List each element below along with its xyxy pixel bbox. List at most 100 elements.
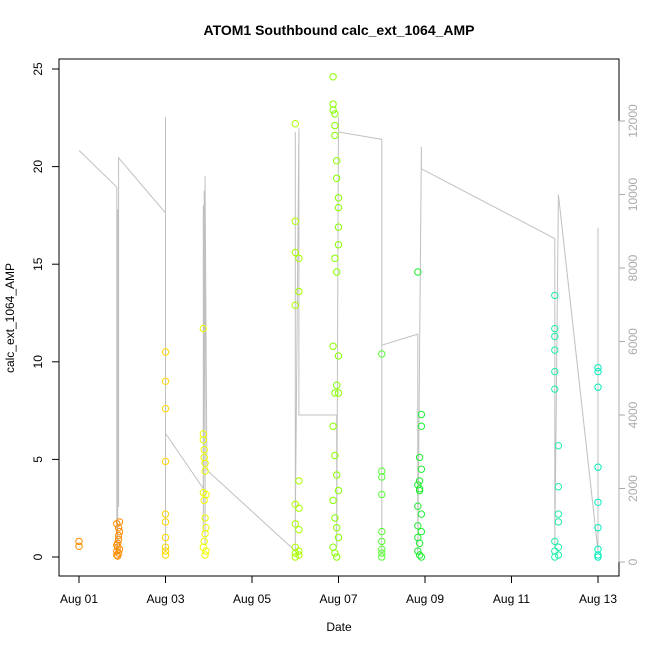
x-tick-label: Aug 11 <box>493 592 530 606</box>
data-point <box>378 490 386 499</box>
x-tick-label: Aug 01 <box>60 592 98 606</box>
data-point <box>415 539 424 547</box>
data-point <box>333 174 341 183</box>
data-point <box>295 504 303 512</box>
data-point <box>161 348 170 356</box>
y-tick-label: 15 <box>31 257 45 271</box>
data-point <box>334 352 343 360</box>
data-point <box>331 514 339 522</box>
data-point <box>331 254 339 262</box>
data-point <box>202 547 210 555</box>
data-point <box>378 553 386 561</box>
data-point <box>75 537 83 546</box>
data-point <box>594 383 602 391</box>
data-point <box>161 543 170 551</box>
data-point <box>291 549 299 557</box>
data-point <box>115 527 124 536</box>
right-y-tick-label: 10000 <box>626 177 640 211</box>
data-point <box>551 346 559 354</box>
data-point <box>594 545 602 553</box>
signal-line <box>78 117 599 555</box>
data-point <box>551 537 559 546</box>
data-point <box>551 553 559 561</box>
data-point <box>417 510 426 518</box>
data-point <box>295 526 303 534</box>
data-point <box>414 522 422 530</box>
data-point <box>114 524 123 532</box>
data-point <box>554 442 563 450</box>
data-point <box>378 549 386 557</box>
data-point <box>115 518 124 526</box>
x-tick-label: Aug 13 <box>579 592 617 606</box>
data-point <box>417 410 426 419</box>
data-point <box>378 473 386 481</box>
data-point <box>333 268 341 276</box>
right-y-tick-label: 12000 <box>626 104 640 138</box>
data-point <box>115 545 124 553</box>
right-y-tick-label: 4000 <box>626 401 640 428</box>
data-point <box>291 520 299 528</box>
data-point <box>333 553 341 561</box>
data-point <box>594 463 602 471</box>
data-point <box>417 527 426 536</box>
data-point <box>551 324 559 333</box>
data-point <box>295 287 303 296</box>
data-point <box>554 510 563 518</box>
x-tick-label: Aug 05 <box>233 592 271 606</box>
data-point <box>334 241 343 249</box>
data-point <box>333 157 341 165</box>
data-point <box>331 549 339 557</box>
data-point <box>378 537 386 546</box>
x-tick-label: Aug 03 <box>146 592 184 606</box>
x-axis: Aug 01 Aug 03 Aug 05 Aug 07 Aug 09 Aug 11 Aug … <box>60 575 617 606</box>
data-point <box>334 389 343 397</box>
data-point <box>295 254 303 262</box>
data-point <box>329 73 337 81</box>
data-point <box>594 367 602 376</box>
data-point <box>551 291 559 300</box>
data-point <box>334 486 343 495</box>
y-tick-label: 5 <box>31 456 45 463</box>
data-point <box>333 381 341 389</box>
data-point <box>415 551 424 559</box>
data-point <box>295 551 303 559</box>
data-point <box>200 496 208 505</box>
data-point <box>594 551 602 559</box>
data-point <box>291 248 299 257</box>
data-point <box>334 194 343 202</box>
data-point <box>554 483 563 491</box>
x-axis-label: Date <box>326 620 352 634</box>
right-y-axis: 0 2000 4000 6000 8000 10000 12000 <box>618 104 640 565</box>
data-point <box>554 551 563 559</box>
data-point <box>161 551 170 559</box>
points <box>75 73 602 561</box>
data-point <box>200 445 208 454</box>
data-point <box>199 436 208 444</box>
data-point <box>334 223 343 231</box>
data-point <box>161 457 170 466</box>
data-point <box>291 217 299 226</box>
data-point <box>378 350 386 358</box>
data-point <box>378 545 386 553</box>
data-point <box>414 547 422 555</box>
data-point <box>161 510 170 518</box>
data-point <box>331 110 339 118</box>
right-y-tick-label: 6000 <box>626 328 640 355</box>
data-point <box>329 496 337 505</box>
data-point <box>554 543 563 551</box>
data-point <box>594 524 602 532</box>
data-point <box>114 531 123 540</box>
y-tick-label: 20 <box>31 160 45 174</box>
data-point <box>291 301 299 309</box>
data-point <box>417 422 426 430</box>
data-point <box>295 547 303 555</box>
y-tick-label: 0 <box>31 553 45 560</box>
data-point <box>113 551 121 559</box>
data-point <box>161 547 170 555</box>
data-point <box>329 422 337 430</box>
data-point <box>415 453 424 462</box>
data-point <box>333 471 341 479</box>
y-tick-label: 25 <box>31 62 45 76</box>
y-axis-label: calc_ext_1064_AMP <box>3 263 17 373</box>
